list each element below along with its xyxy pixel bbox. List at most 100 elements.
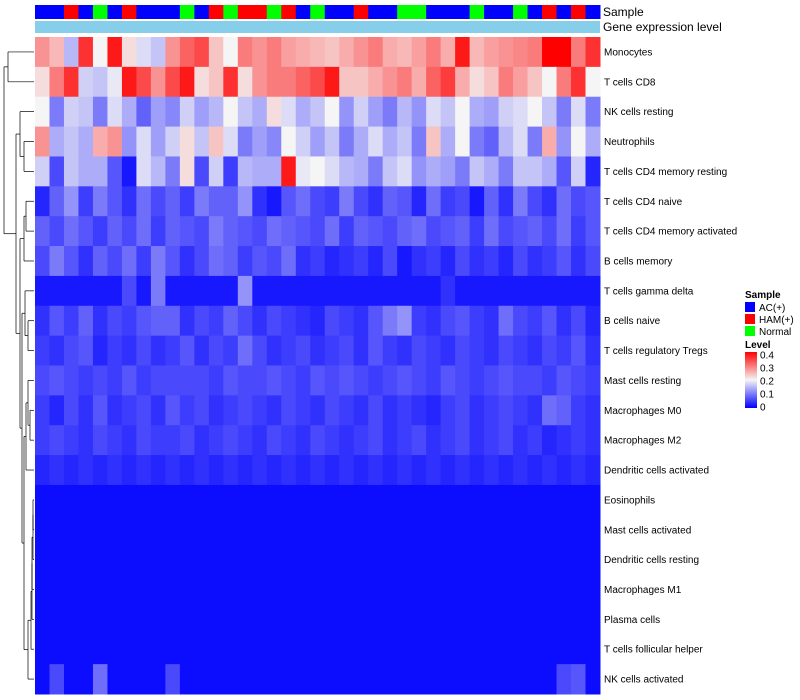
heatmap-cell <box>484 365 500 396</box>
heatmap-cell <box>585 156 601 187</box>
heatmap-cell <box>121 544 137 576</box>
heatmap-cell <box>63 246 79 277</box>
heatmap-cell <box>78 664 94 695</box>
heatmap-cell <box>310 484 326 516</box>
heatmap-cell <box>498 664 514 695</box>
heatmap-cell <box>150 634 166 665</box>
sample-annotation-cell <box>63 5 79 19</box>
heatmap-cell <box>150 216 166 247</box>
heatmap-cell <box>469 395 485 426</box>
heatmap-cell <box>121 425 137 456</box>
heatmap-cell <box>411 305 427 337</box>
heatmap-cell <box>194 574 210 605</box>
heatmap-cell <box>92 246 108 277</box>
heatmap-cell <box>281 365 297 396</box>
heatmap-cell <box>513 246 529 277</box>
heatmap-cell <box>107 66 123 98</box>
heatmap-cell <box>136 186 152 217</box>
heatmap-cell <box>266 634 282 665</box>
heatmap-cell <box>121 305 137 337</box>
heatmap-cell <box>310 455 326 486</box>
heatmap-cell <box>252 246 268 277</box>
row-label: Macrophages M1 <box>604 585 682 596</box>
sample-annotation-cell <box>324 5 340 19</box>
heatmap-cell <box>310 395 326 426</box>
heatmap-cell <box>295 395 311 426</box>
heatmap-cell <box>368 544 384 576</box>
heatmap-cell <box>426 216 442 247</box>
sample-annotation-bar <box>35 5 601 19</box>
heatmap-cell <box>136 395 152 426</box>
heatmap-cell <box>455 126 471 157</box>
heatmap-cell <box>223 186 239 217</box>
heatmap-cell <box>165 246 181 277</box>
sample-annotation-cell <box>35 5 50 19</box>
heatmap-cell <box>397 126 413 157</box>
heatmap-cell <box>498 455 514 486</box>
expression-annotation-bar <box>35 21 600 33</box>
heatmap-cell <box>107 156 123 187</box>
heatmap-cell <box>455 96 471 128</box>
heatmap-cell <box>281 246 297 277</box>
heatmap-cell <box>368 664 384 695</box>
heatmap-cell <box>397 425 413 456</box>
heatmap-cell <box>165 425 181 456</box>
heatmap-cell <box>368 574 384 605</box>
heatmap-cell <box>382 156 398 187</box>
heatmap-cell <box>513 37 529 68</box>
heatmap-cell <box>339 604 355 635</box>
row-label: Mast cells resting <box>604 376 681 387</box>
heatmap-cell <box>63 96 79 128</box>
heatmap-cell <box>107 335 123 366</box>
heatmap-cell <box>469 574 485 605</box>
heatmap-cell <box>310 96 326 128</box>
sample-legend-title: Sample <box>745 290 781 301</box>
sample-annotation-cell <box>252 5 268 19</box>
heatmap-cell <box>295 305 311 337</box>
heatmap-cell <box>136 514 152 546</box>
heatmap-cell <box>237 544 253 576</box>
heatmap-cell <box>498 126 514 157</box>
heatmap-cell <box>223 395 239 426</box>
row-label: T cells CD4 naive <box>604 197 683 208</box>
heatmap-cell <box>382 335 398 366</box>
heatmap-cell <box>63 455 79 486</box>
heatmap-cell <box>571 544 587 576</box>
heatmap-cell <box>585 126 601 157</box>
heatmap-cell <box>194 425 210 456</box>
heatmap-cell <box>585 664 601 695</box>
heatmap-cell <box>252 425 268 456</box>
heatmap-cell <box>92 395 108 426</box>
heatmap-cell <box>426 514 442 546</box>
row-label: Monocytes <box>604 47 652 58</box>
heatmap-cell <box>295 156 311 187</box>
heatmap-cell <box>339 96 355 128</box>
heatmap-cell <box>397 634 413 665</box>
heatmap-cell <box>49 186 65 217</box>
heatmap-cell <box>469 634 485 665</box>
heatmap-cell <box>353 37 369 68</box>
heatmap-cell <box>368 156 384 187</box>
heatmap-cell <box>498 216 514 247</box>
heatmap-cell <box>527 305 543 337</box>
heatmap-cell <box>252 66 268 98</box>
heatmap-cell <box>165 664 181 695</box>
heatmap-cell <box>455 574 471 605</box>
heatmap-cell <box>353 156 369 187</box>
heatmap-cell <box>223 66 239 98</box>
sample-annotation-cell <box>121 5 137 19</box>
heatmap-cell <box>266 66 282 98</box>
heatmap-cell <box>397 216 413 247</box>
heatmap-cell <box>136 126 152 157</box>
heatmap-cell <box>266 216 282 247</box>
heatmap-cell <box>527 186 543 217</box>
heatmap-cell <box>324 395 340 426</box>
heatmap-cell <box>339 66 355 98</box>
heatmap-cell <box>107 395 123 426</box>
heatmap-cell <box>208 96 224 128</box>
heatmap-cell <box>440 544 456 576</box>
heatmap-cell <box>78 126 94 157</box>
heatmap-cell <box>121 156 137 187</box>
heatmap-cell <box>513 425 529 456</box>
